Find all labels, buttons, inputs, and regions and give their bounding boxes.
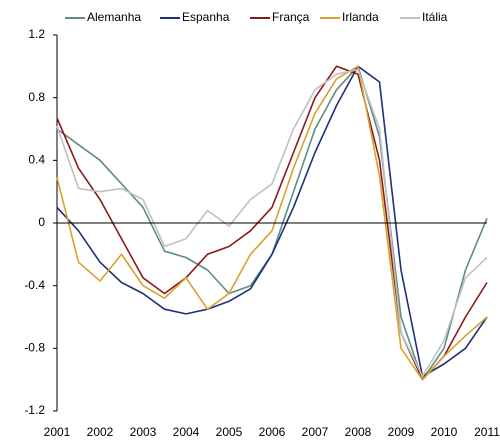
- x-tick-label: 2005: [216, 425, 243, 439]
- y-tick-label: 0.4: [28, 153, 45, 167]
- y-tick-label: 1.2: [28, 27, 45, 41]
- x-tick-label: 2001: [44, 425, 71, 439]
- legend-label: Espanha: [182, 10, 230, 24]
- series-line: [56, 65, 488, 381]
- x-tick-label: 2010: [431, 425, 458, 439]
- series-line: [56, 65, 488, 378]
- x-tick-label: 2007: [302, 425, 329, 439]
- y-tick-label: 0.8: [28, 90, 45, 104]
- legend-label: França: [272, 10, 310, 24]
- legend-label: Itália: [422, 10, 448, 24]
- x-tick-label: 2003: [130, 425, 157, 439]
- y-tick-label: 0: [38, 215, 45, 229]
- y-tick-label: -0.4: [24, 278, 45, 292]
- x-tick-label: 2004: [173, 425, 200, 439]
- x-tick-label: 2011: [474, 425, 500, 439]
- legend-label: Alemanha: [87, 10, 141, 24]
- x-tick-label: 2006: [259, 425, 286, 439]
- legend-label: Irlanda: [342, 10, 379, 24]
- x-tick-label: 2002: [87, 425, 114, 439]
- series-line: [56, 68, 488, 378]
- series-line: [56, 65, 488, 381]
- x-tick-label: 2009: [388, 425, 415, 439]
- x-tick-label: 2008: [345, 425, 372, 439]
- y-tick-label: -1.2: [24, 403, 45, 417]
- y-tick-label: -0.8: [24, 341, 45, 355]
